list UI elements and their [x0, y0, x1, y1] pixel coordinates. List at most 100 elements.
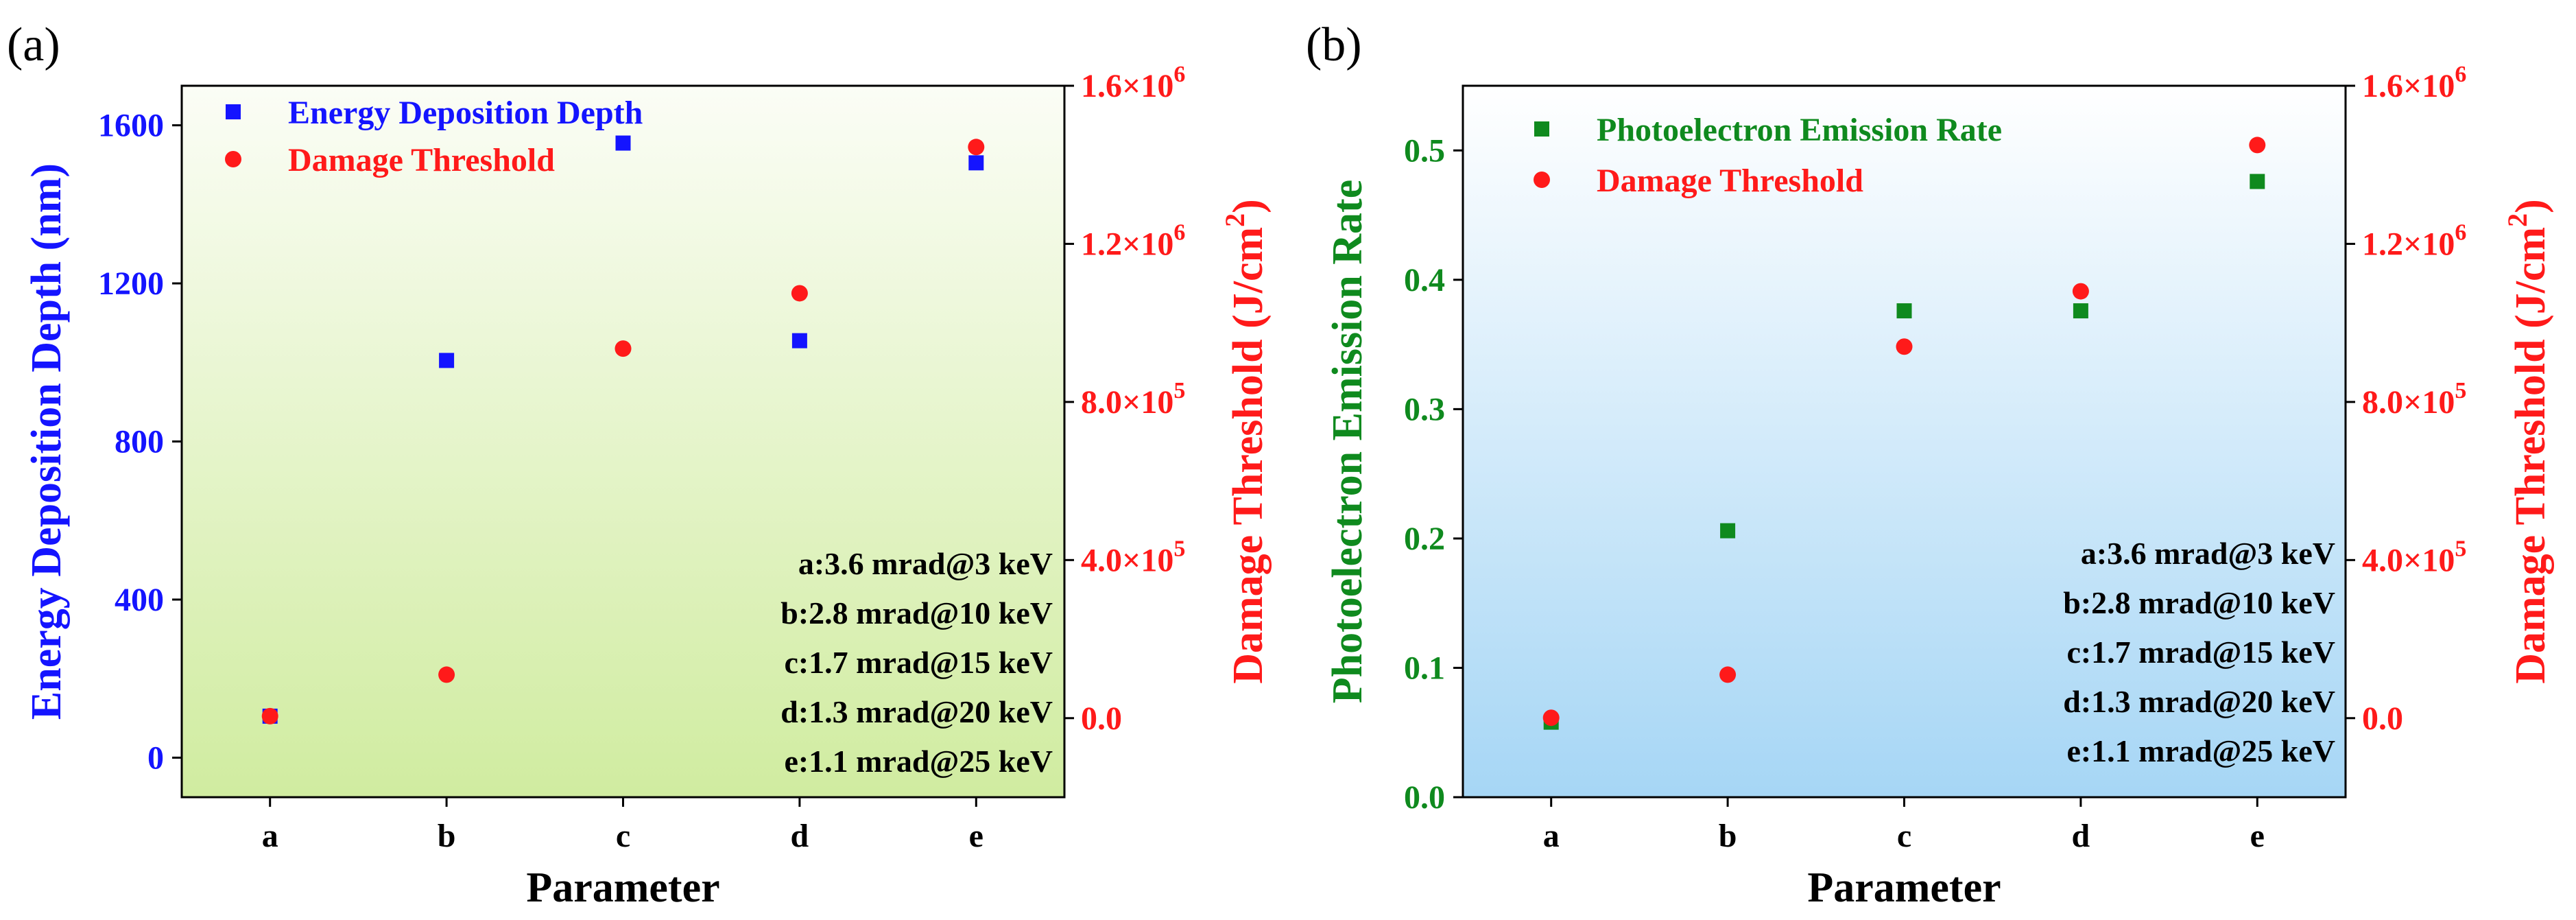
right-tick-exponent: 6 — [2455, 220, 2466, 245]
data-point-damage-threshold — [438, 666, 455, 683]
right-axis-label-main: Damage Threshold (J/cm — [2507, 227, 2554, 684]
legend-marker — [1534, 121, 1549, 137]
data-point-damage-threshold — [1896, 338, 1913, 355]
left-tick-label: 400 — [115, 582, 164, 618]
left-tick-label: 0.5 — [1404, 132, 1445, 169]
right-tick-label: 8.0×105 — [2362, 378, 2466, 421]
x-tick-label: a — [1543, 818, 1560, 854]
annotation-line: b:2.8 mrad@10 keV — [2063, 585, 2335, 620]
x-tick-label: c — [1897, 818, 1911, 854]
annotation-line: a:3.6 mrad@3 keV — [2081, 536, 2335, 571]
right-tick-exponent: 6 — [2455, 62, 2466, 87]
right-axis-label: Damage Threshold (J/cm2) — [1219, 199, 1272, 684]
right-tick-label: 4.0×105 — [1081, 536, 1185, 578]
left-axis-label: Photoelectron Emission Rate — [1324, 180, 1371, 703]
annotation-line: c:1.7 mrad@15 keV — [2066, 635, 2335, 670]
right-tick-label: 1.6×106 — [1081, 62, 1185, 104]
right-axis-label-sup: 2 — [1219, 213, 1250, 227]
right-tick-mantissa: 0.0 — [1081, 700, 1122, 737]
legend-marker — [225, 151, 241, 167]
left-axis-label: Energy Deposition Depth (nm) — [23, 163, 70, 720]
plot-frame — [1462, 84, 2347, 799]
chart-panel-a: (a) a b c d e Parameter 0 400 800 1200 1600 Energy D… — [7, 19, 1272, 911]
right-tick-label: 0.0 — [2362, 700, 2403, 737]
x-tick-label: e — [969, 818, 983, 854]
data-point-photoelectron-emission-rate — [2073, 303, 2088, 319]
data-point-damage-threshold — [2072, 283, 2089, 300]
right-tick-exponent: 5 — [1173, 378, 1185, 403]
data-point-damage-threshold — [261, 707, 278, 724]
annotation-line: b:2.8 mrad@10 keV — [780, 595, 1053, 630]
x-tick-label: d — [791, 818, 809, 854]
right-tick-mantissa: 1.6×10 — [1081, 68, 1173, 104]
right-tick-mantissa: 4.0×10 — [2362, 542, 2455, 578]
right-tick-exponent: 5 — [2455, 536, 2466, 561]
right-axis-label-end: ) — [2507, 199, 2554, 213]
right-tick-exponent: 5 — [2455, 378, 2466, 403]
left-tick-label: 0.2 — [1404, 521, 1445, 557]
x-axis-label: Parameter — [526, 864, 719, 911]
left-tick-label: 0.4 — [1404, 262, 1445, 298]
left-tick-label: 0.0 — [1404, 779, 1445, 816]
data-point-energy-deposition-depth — [968, 155, 984, 171]
right-tick-mantissa: 0.0 — [2362, 700, 2403, 737]
data-point-damage-threshold — [1719, 666, 1737, 683]
right-tick-exponent: 6 — [1173, 62, 1185, 87]
x-tick-label: a — [262, 818, 278, 854]
x-tick-label: c — [616, 818, 630, 854]
annotation-line: d:1.3 mrad@20 keV — [780, 694, 1053, 729]
right-axis-label-main: Damage Threshold (J/cm — [1225, 227, 1272, 684]
chart-panel-b: (b) a b c d e Parameter 0.0 0.1 0.2 0.3 0.4 0.5 Photo… — [1306, 19, 2554, 911]
right-tick-exponent: 6 — [1173, 220, 1185, 245]
annotation-line: e:1.1 mrad@25 keV — [2066, 733, 2335, 768]
right-axis-label: Damage Threshold (J/cm2) — [2502, 199, 2554, 684]
legend-marker — [1534, 172, 1550, 188]
left-tick-label: 0 — [147, 740, 164, 776]
plot-frame — [180, 84, 1066, 799]
data-point-photoelectron-emission-rate — [1896, 303, 1912, 319]
plot-background — [1463, 86, 2346, 797]
right-tick-mantissa: 8.0×10 — [1081, 384, 1173, 421]
right-tick-exponent: 5 — [1173, 536, 1185, 561]
right-tick-label: 8.0×105 — [1081, 378, 1185, 421]
right-tick-label: 1.2×106 — [2362, 220, 2466, 262]
right-tick-mantissa: 4.0×10 — [1081, 542, 1173, 578]
left-tick-label: 800 — [115, 424, 164, 460]
annotation-line: a:3.6 mrad@3 keV — [798, 546, 1053, 581]
left-tick-label: 1200 — [98, 266, 164, 302]
x-axis-label: Parameter — [1807, 864, 2001, 911]
legend-label: Photoelectron Emission Rate — [1597, 112, 2002, 148]
legend-label: Energy Deposition Depth — [288, 95, 643, 131]
data-point-damage-threshold — [791, 285, 808, 302]
annotation-line: e:1.1 mrad@25 keV — [784, 744, 1053, 779]
left-tick-label: 0.1 — [1404, 650, 1445, 686]
legend-label: Damage Threshold — [288, 142, 555, 178]
right-tick-mantissa: 8.0×10 — [2362, 384, 2455, 421]
right-tick-mantissa: 1.2×10 — [1081, 226, 1173, 262]
x-tick-label: b — [438, 818, 456, 854]
data-point-photoelectron-emission-rate — [1720, 523, 1736, 539]
data-point-damage-threshold — [615, 340, 632, 357]
annotation-line: d:1.3 mrad@20 keV — [2063, 684, 2335, 719]
right-axis-label-sup: 2 — [2502, 213, 2533, 227]
left-tick-label: 1600 — [98, 108, 164, 144]
legend-marker — [226, 104, 241, 119]
legend-label: Damage Threshold — [1597, 163, 1863, 199]
right-tick-mantissa: 1.2×10 — [2362, 226, 2455, 262]
left-tick-label: 0.3 — [1404, 391, 1445, 427]
panel-label: (a) — [7, 19, 60, 71]
right-tick-label: 4.0×105 — [2362, 536, 2466, 578]
right-tick-label: 0.0 — [1081, 700, 1122, 737]
data-point-damage-threshold — [1542, 709, 1560, 727]
x-tick-label: d — [2072, 818, 2090, 854]
data-point-energy-deposition-depth — [439, 353, 455, 368]
data-point-energy-deposition-depth — [791, 333, 807, 349]
right-tick-label: 1.2×106 — [1081, 220, 1185, 262]
panel-label: (b) — [1306, 19, 1362, 71]
x-tick-label: e — [2250, 818, 2265, 854]
annotation-line: c:1.7 mrad@15 keV — [784, 645, 1053, 680]
data-point-photoelectron-emission-rate — [2250, 174, 2265, 189]
data-point-energy-deposition-depth — [615, 135, 631, 151]
right-tick-mantissa: 1.6×10 — [2362, 68, 2455, 104]
